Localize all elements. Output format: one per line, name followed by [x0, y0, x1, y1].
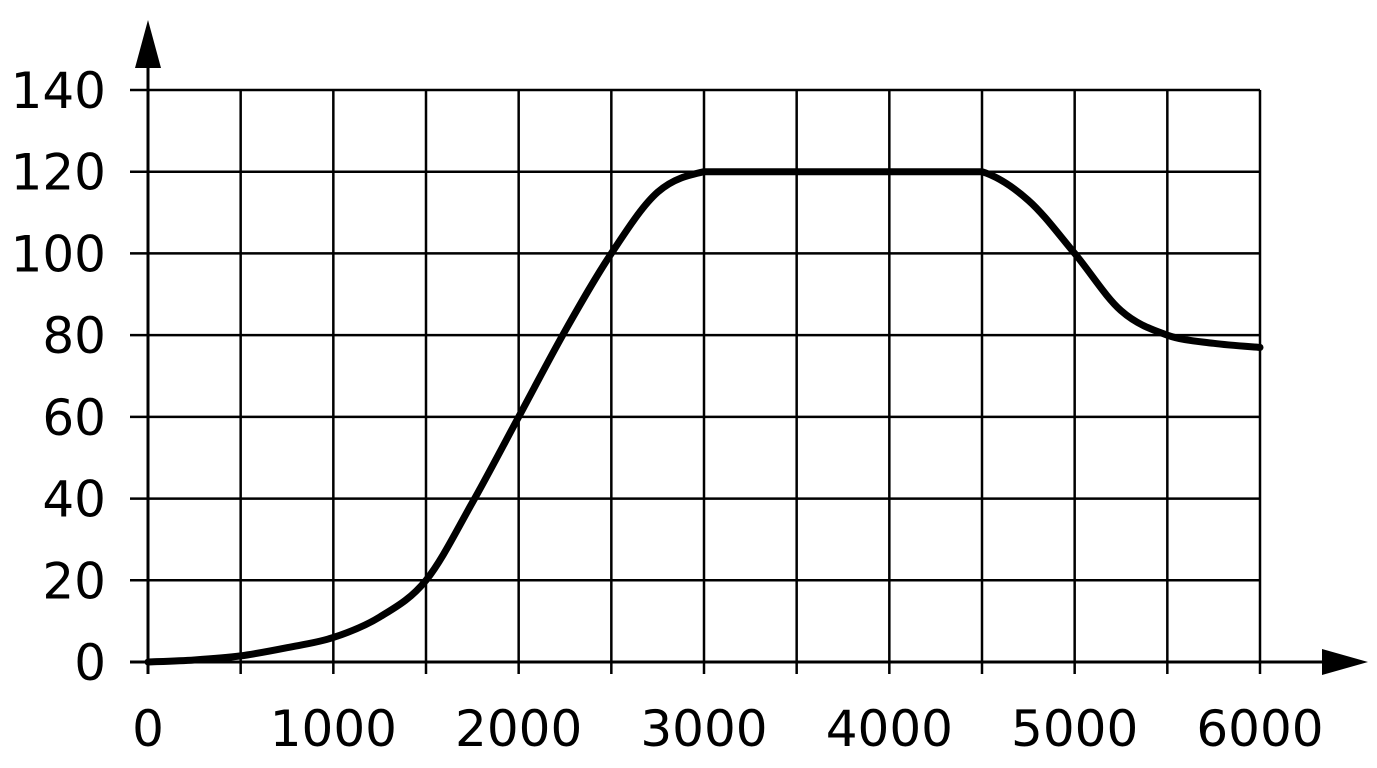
- x-tick-label: 2000: [455, 700, 582, 758]
- y-tick-label: 40: [42, 471, 106, 529]
- x-tick-label: 3000: [640, 700, 767, 758]
- x-tick-label: 6000: [1196, 700, 1323, 758]
- x-tick-label: 5000: [1011, 700, 1138, 758]
- y-tick-label: 0: [74, 634, 106, 692]
- x-axis-arrow-icon: [1322, 649, 1368, 675]
- y-tick-label: 60: [42, 389, 106, 447]
- y-tick-label: 100: [11, 225, 106, 283]
- y-tick-label: 20: [42, 552, 106, 610]
- x-tick-label: 0: [132, 700, 164, 758]
- grid: [148, 88, 1262, 662]
- tick-labels: 0 1000 2000 3000 4000 5000 6000 0 20 40 60 80 100 120…: [11, 62, 1324, 758]
- x-tick-label: 4000: [826, 700, 953, 758]
- axes: [130, 20, 1368, 675]
- y-tick-label: 140: [11, 62, 106, 120]
- series-layer: [144, 168, 1264, 666]
- y-axis-arrow-icon: [135, 20, 161, 68]
- y-tick-label: 120: [11, 144, 106, 202]
- y-tick-label: 80: [42, 307, 106, 365]
- series-line-0: [144, 168, 1264, 666]
- x-tick-label: 1000: [270, 700, 397, 758]
